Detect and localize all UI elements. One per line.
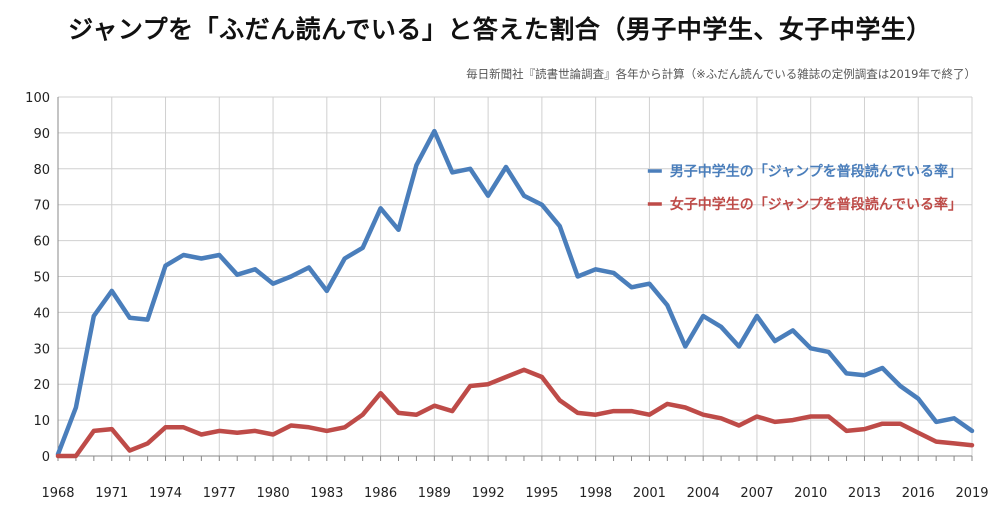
y-tick-label: 0 [42,450,50,465]
x-tick-label: 1977 [203,486,236,501]
series-lines [55,128,975,459]
x-tick-label: 2001 [633,486,666,501]
x-tick-label: 1968 [41,486,74,501]
y-tick-label: 40 [33,306,50,321]
legend: 男子中学生の「ジャンプを普段読んでいる率」女子中学生の「ジャンプを普段読んでいる… [647,163,962,213]
chart-title: ジャンプを「ふだん読んでいる」と答えた割合（男子中学生、女子中学生） [68,15,932,44]
tick-labels: 0 10 20 30 40 50 60 70 80 90 100 1968 1971 1974 1977 19… [25,91,988,501]
x-tick-label: 2016 [902,486,935,501]
x-tick-label: 1986 [364,486,397,501]
x-tick-label: 2019 [955,486,988,501]
girls-series-line [55,367,975,459]
y-tick-label: 90 [33,127,50,142]
y-tick-label: 100 [25,91,50,106]
x-tick-label: 1995 [525,486,558,501]
x-tick-label: 1974 [149,486,182,501]
x-tick-label: 1971 [95,486,128,501]
y-tick-label: 80 [33,163,50,178]
x-tick-label: 1992 [472,486,505,501]
x-tick-label: 1980 [257,486,290,501]
y-tick-label: 20 [33,378,50,393]
axes [57,97,973,461]
boys-series-line [55,128,975,457]
source-note: 毎日新聞社『読書世論調査』各年から計算（※ふだん読んでいる雑誌の定例調査は201… [466,67,976,81]
y-tick-label: 60 [33,235,50,250]
x-tick-label: 2013 [848,486,881,501]
x-tick-label: 2007 [740,486,773,501]
x-tick-label: 2004 [687,486,720,501]
x-tick-label: 1983 [310,486,343,501]
y-tick-label: 50 [33,271,50,286]
legend-item-boys: 男子中学生の「ジャンプを普段読んでいる率」 [670,163,962,180]
grid-lines [58,96,973,456]
legend-item-girls: 女子中学生の「ジャンプを普段読んでいる率」 [670,196,962,213]
y-tick-label: 70 [33,199,50,214]
x-tick-label: 1989 [418,486,451,501]
x-tick-label: 1998 [579,486,612,501]
y-tick-label: 30 [33,342,50,357]
y-tick-label: 10 [33,414,50,429]
x-tick-label: 2010 [794,486,827,501]
